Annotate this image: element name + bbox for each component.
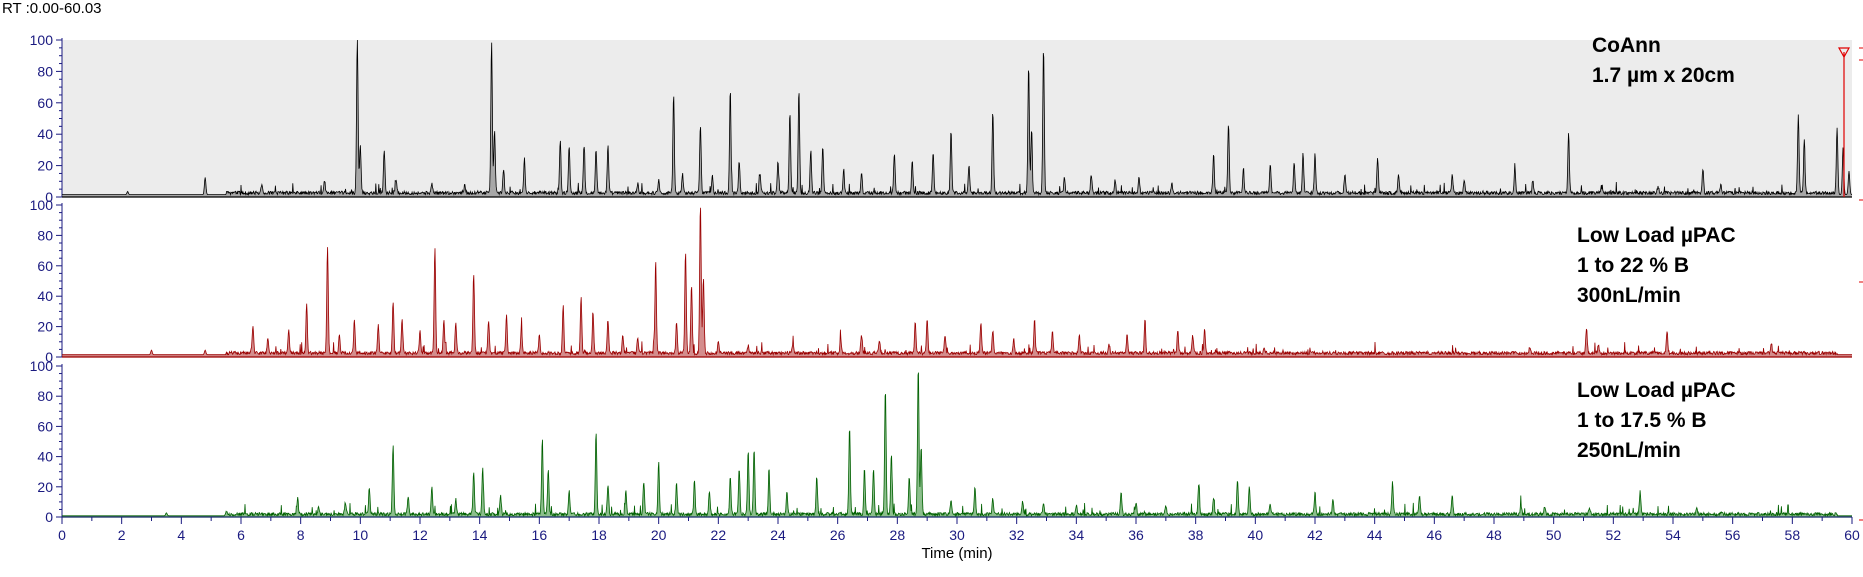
x-tick-label: 20 xyxy=(651,527,667,543)
x-tick-label: 24 xyxy=(770,527,786,543)
x-tick-label: 16 xyxy=(532,527,548,543)
x-tick-label: 26 xyxy=(830,527,846,543)
x-tick-label: 12 xyxy=(412,527,428,543)
x-tick-label: 30 xyxy=(949,527,965,543)
y-tick-label: 60 xyxy=(37,95,53,111)
x-tick-label: 38 xyxy=(1188,527,1204,543)
panel-1: 0 20 40 60 80 100 CoAnn 1.7 µm x 20cm xyxy=(30,32,1852,205)
x-tick-label: 58 xyxy=(1785,527,1801,543)
x-tick-label: 10 xyxy=(353,527,369,543)
x-tick-label: 36 xyxy=(1128,527,1144,543)
x-tick-label: 56 xyxy=(1725,527,1741,543)
x-tick-label: 18 xyxy=(591,527,607,543)
y-tick-label: 100 xyxy=(30,32,54,48)
y-tick-label: 40 xyxy=(37,288,53,304)
y-tick-label: 60 xyxy=(37,258,53,274)
panel-annotation: 1 to 17.5 % B xyxy=(1577,409,1707,432)
y-tick-label: 0 xyxy=(45,349,53,365)
y-tick-label: 40 xyxy=(37,126,53,142)
y-tick-label: 20 xyxy=(37,158,53,174)
x-tick-label: 32 xyxy=(1009,527,1025,543)
x-axis: 0 2 4 6 8 10 12 14 16 18 20 22 24 26 28 30 32 34 36 38 40 42 4… xyxy=(58,516,1860,543)
y-tick-label: 80 xyxy=(37,63,53,79)
y-tick-label: 100 xyxy=(30,358,54,374)
panel-annotation: CoAnn xyxy=(1592,34,1661,57)
y-tick-label: 80 xyxy=(37,227,53,243)
series-line xyxy=(62,207,1852,357)
panel-background xyxy=(62,366,1852,517)
y-tick-label: 40 xyxy=(37,449,53,465)
x-tick-label: 34 xyxy=(1069,527,1085,543)
x-tick-label: 52 xyxy=(1606,527,1622,543)
x-tick-label: 60 xyxy=(1844,527,1860,543)
panels-layer: 0 20 40 60 80 100 CoAnn 1.7 µm x 20cm 0 20 40 60 80 1… xyxy=(30,32,1852,525)
panel-annotation: 1.7 µm x 20cm xyxy=(1592,64,1735,87)
cursor-marker-icon[interactable] xyxy=(1837,47,1851,59)
panel-annotation: 1 to 22 % B xyxy=(1577,254,1689,277)
panel-annotation: Low Load µPAC xyxy=(1577,224,1736,247)
y-tick-label: 0 xyxy=(45,509,53,525)
x-tick-label: 2 xyxy=(118,527,126,543)
series-line xyxy=(62,372,1852,518)
x-tick-label: 28 xyxy=(890,527,906,543)
panel-3: 0 20 40 60 80 100 Low Load µPAC 1 to 17.5 % B 25… xyxy=(30,358,1852,525)
x-tick-label: 46 xyxy=(1427,527,1443,543)
x-tick-label: 44 xyxy=(1367,527,1383,543)
x-tick-label: 0 xyxy=(58,527,66,543)
retention-cursor[interactable] xyxy=(1837,47,1863,521)
y-tick-label: 60 xyxy=(37,418,53,434)
panel-annotation: 250nL/min xyxy=(1577,439,1681,462)
x-tick-label: 50 xyxy=(1546,527,1562,543)
x-tick-label: 54 xyxy=(1665,527,1681,543)
panel-background xyxy=(62,40,1852,197)
x-tick-label: 22 xyxy=(711,527,727,543)
x-tick-label: 8 xyxy=(297,527,305,543)
y-tick-label: 20 xyxy=(37,479,53,495)
rt-range-label: RT :0.00-60.03 xyxy=(2,0,102,17)
panel-annotation: 300nL/min xyxy=(1577,284,1681,307)
x-tick-label: 40 xyxy=(1248,527,1264,543)
x-axis-title: Time (min) xyxy=(921,545,992,562)
panel-annotation: Low Load µPAC xyxy=(1577,379,1736,402)
x-tick-label: 42 xyxy=(1307,527,1323,543)
panel-2: 0 20 40 60 80 100 Low Load µPAC 1 to 22 % B 300n… xyxy=(30,197,1852,365)
x-tick-label: 48 xyxy=(1486,527,1502,543)
panel-background xyxy=(62,205,1852,357)
y-tick-label: 20 xyxy=(37,319,53,335)
y-tick-label: 100 xyxy=(30,197,54,213)
x-tick-label: 6 xyxy=(237,527,245,543)
y-tick-label: 0 xyxy=(45,189,53,205)
x-tick-label: 4 xyxy=(177,527,185,543)
series-line xyxy=(62,39,1852,197)
y-tick-label: 80 xyxy=(37,388,53,404)
x-tick-label: 14 xyxy=(472,527,488,543)
